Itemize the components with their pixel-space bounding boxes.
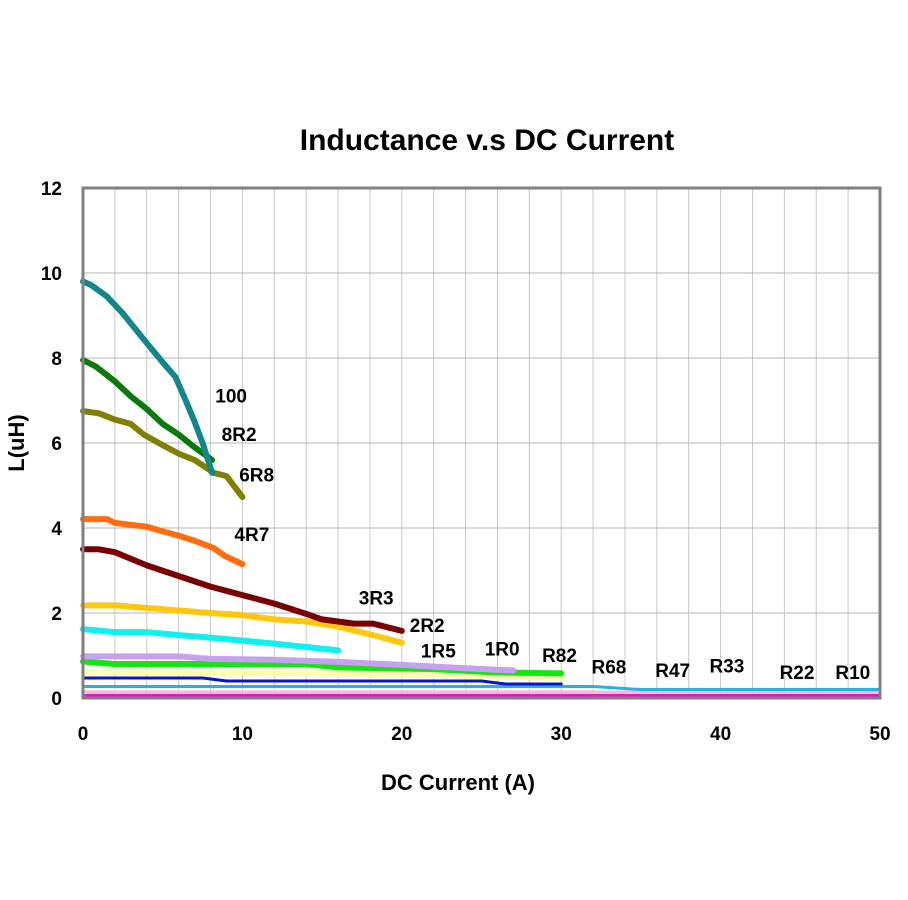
plot-area-frame	[81, 186, 882, 700]
series-line-3r3	[80, 546, 405, 634]
series-line-2r2	[80, 602, 405, 646]
series-line-8r2	[80, 357, 216, 463]
y-tick-label: 0	[51, 689, 62, 710]
y-tick-label: 6	[51, 434, 62, 455]
series-label-6r8: 6R8	[239, 465, 274, 486]
chart-title: Inductance v.s DC Current	[300, 124, 675, 157]
y-tick-label: 10	[41, 264, 62, 285]
x-tick-label: 40	[710, 724, 731, 745]
series-line-4r7	[80, 516, 246, 568]
series-label-1r0: 1R0	[485, 640, 520, 661]
series-line-r33	[81, 685, 882, 691]
x-tick-label: 50	[869, 724, 890, 745]
series-label-r22: R22	[780, 663, 815, 684]
gridlines	[83, 188, 880, 698]
y-tick-label: 2	[51, 604, 62, 625]
series-labels: 100 8R2 6R8 4R7 3R3 2R2 1R5 1R0 R82 R68 R47 R33 R22 R…	[215, 387, 870, 684]
series-label-2r2: 2R2	[410, 616, 445, 637]
series-label-r68: R68	[591, 657, 626, 678]
series-line-r47	[81, 676, 563, 686]
series-label-r33: R33	[709, 657, 744, 678]
series-label-8r2: 8R2	[222, 425, 257, 446]
series-line-100	[80, 278, 216, 476]
x-tick-label: 0	[78, 724, 89, 745]
series-line-6r8	[80, 408, 246, 500]
x-tick-label: 30	[551, 724, 572, 745]
series-line-r68	[80, 668, 565, 681]
x-tick-label: 20	[391, 724, 412, 745]
x-tick-label: 10	[232, 724, 253, 745]
series-line-1r5	[80, 626, 341, 654]
series-lines	[80, 278, 882, 697]
series-label-r10: R10	[835, 663, 870, 684]
x-axis-label: DC Current (A)	[381, 770, 535, 795]
series-line-1r0	[80, 653, 517, 674]
tick-labels: 0 10 20 30 40 50 0 2 4 6 8 10 12	[41, 179, 891, 745]
series-label-r47: R47	[655, 661, 690, 682]
y-axis-label: L(uH)	[4, 414, 29, 471]
series-label-100: 100	[215, 387, 247, 408]
series-label-1r5: 1R5	[421, 642, 456, 663]
y-tick-label: 12	[41, 179, 62, 200]
series-label-4r7: 4R7	[234, 525, 269, 546]
y-tick-label: 4	[51, 519, 62, 540]
series-label-3r3: 3R3	[359, 589, 394, 610]
series-label-r82: R82	[542, 646, 577, 667]
y-tick-label: 8	[51, 349, 62, 370]
